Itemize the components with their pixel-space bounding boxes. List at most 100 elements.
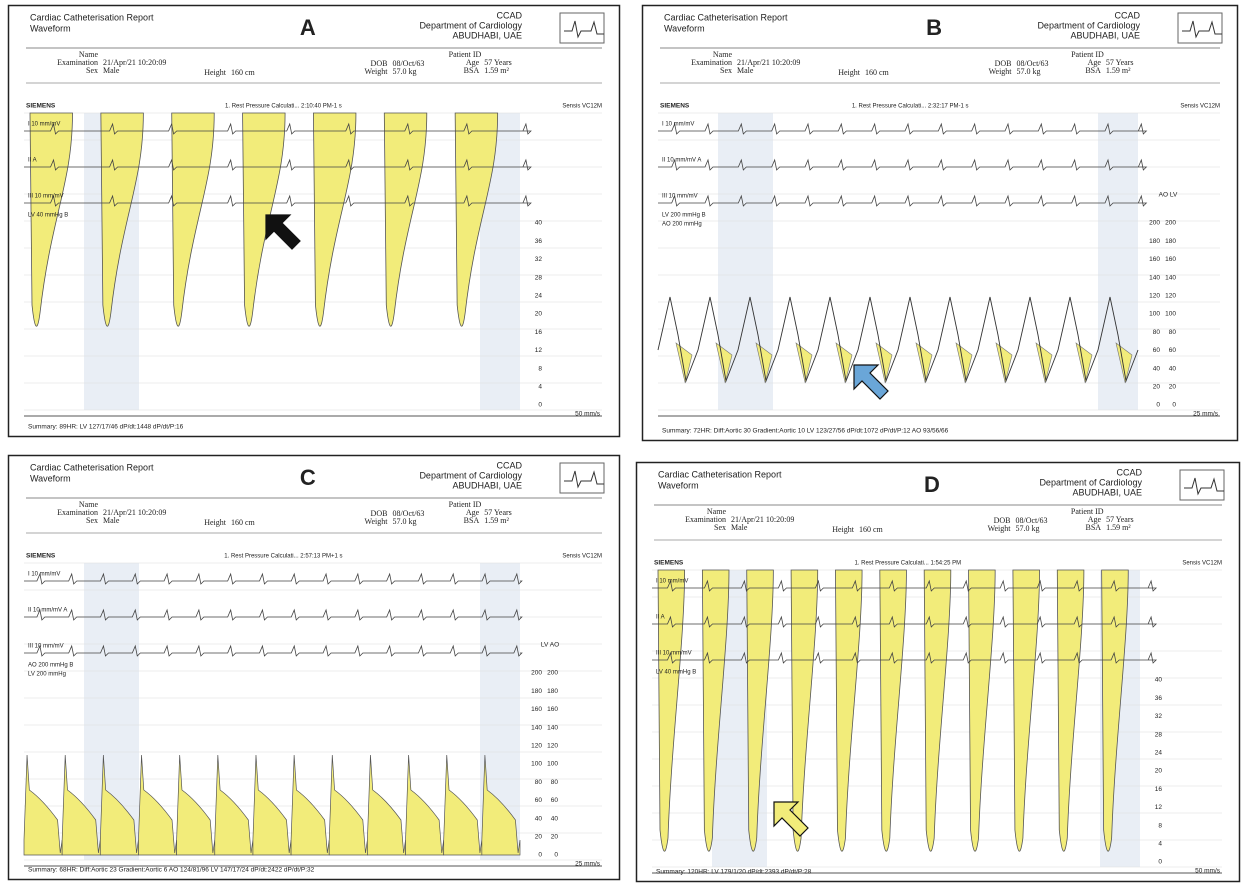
- patient-field: 160 cm: [865, 68, 890, 77]
- patient-field: Sex: [86, 66, 98, 75]
- patient-field: Male: [103, 66, 120, 75]
- scale-tick: 12: [1155, 804, 1163, 811]
- channel-label: I 10 mm/mV: [662, 122, 694, 128]
- report-panel: Cardiac Catheterisation ReportWaveformBC…: [643, 6, 1238, 441]
- figure: Cardiac Catheterisation ReportWaveformAC…: [0, 0, 1244, 886]
- organisation: ABUDHABI, UAE: [1070, 30, 1140, 40]
- scale-tick: 180: [1165, 238, 1176, 245]
- scale-tick: 140: [547, 724, 558, 731]
- channel-label: III 10 mm/mV: [662, 194, 698, 200]
- patient-field: Male: [103, 516, 120, 525]
- report-title: Cardiac Catheterisation Report: [658, 469, 782, 479]
- summary: Summary: 68HR: Diff:Aortic 23 Gradient:A…: [28, 867, 315, 874]
- speed: 50 mm/s: [1195, 868, 1221, 875]
- scale-tick: 0: [538, 402, 542, 409]
- patient-field: Sex: [720, 66, 732, 75]
- patient-field: 57.0 kg: [392, 517, 416, 526]
- scale-tick: 28: [1155, 731, 1163, 738]
- patient-field: 160 cm: [859, 525, 884, 534]
- channel-label: III 10 mm/mV: [28, 644, 64, 650]
- strip-caption: 1. Rest Pressure Calculati... 2:32:17 PM…: [852, 104, 969, 110]
- scale-tick: 12: [535, 347, 543, 354]
- patient-field: Height: [838, 68, 861, 77]
- scale-tick: 120: [547, 743, 558, 750]
- patient-field: 1.59 m²: [1106, 523, 1131, 532]
- patient-field: 57.0 kg: [1015, 524, 1039, 533]
- scale-tick: 40: [1169, 365, 1177, 372]
- organisation: CCAD: [1116, 467, 1142, 477]
- patient-field: BSA: [1086, 523, 1102, 532]
- patient-field: Height: [204, 68, 227, 77]
- patient-field: 57.0 kg: [1017, 67, 1041, 76]
- scale-tick: 200: [531, 670, 542, 677]
- channel-label: LV 40 mmHg B: [28, 213, 68, 219]
- patient-field: 1.59 m²: [484, 66, 509, 75]
- organisation: Department of Cardiology: [1037, 20, 1140, 30]
- system: Sensis VC12M: [562, 104, 602, 110]
- summary: Summary: 120HR: LV 179/1/20 dP/dt:2393 d…: [656, 869, 812, 876]
- channel-label: I 10 mm/mV: [28, 572, 60, 578]
- speed: 25 mm/s: [1193, 411, 1219, 418]
- scale-tick: 180: [1149, 238, 1160, 245]
- organisation: Department of Cardiology: [419, 470, 522, 480]
- scale-tick: 20: [535, 311, 543, 318]
- scale-tick: 40: [535, 220, 543, 227]
- channel-label: AO 200 mmHg B: [28, 663, 73, 669]
- scale-tick: 20: [1169, 384, 1177, 391]
- logo: [1178, 13, 1222, 43]
- logo: [1180, 470, 1224, 500]
- scale-tick: 120: [1149, 293, 1160, 300]
- scale-tick: 200: [1149, 220, 1160, 227]
- scale-tick: 60: [1169, 347, 1177, 354]
- organisation: ABUDHABI, UAE: [452, 480, 522, 490]
- panel-letter: D: [924, 472, 940, 497]
- report-subtitle: Waveform: [664, 23, 705, 33]
- scale-tick: 160: [531, 706, 542, 713]
- scale-tick: 80: [1169, 329, 1177, 336]
- scale-tick: 32: [535, 256, 543, 263]
- scale-tick: 160: [1165, 256, 1176, 263]
- patient-field: Weight: [365, 517, 389, 526]
- patient-field: BSA: [464, 516, 480, 525]
- patient-field: Sex: [86, 516, 98, 525]
- scale-tick: 60: [551, 797, 559, 804]
- patient-field: 57.0 kg: [392, 67, 416, 76]
- vendor: SIEMENS: [26, 553, 56, 560]
- scale-tick: 36: [535, 238, 543, 245]
- scale-tick: 20: [1153, 384, 1161, 391]
- scale-tick: 60: [535, 797, 543, 804]
- scale-tick: 180: [531, 688, 542, 695]
- channel-label: I 10 mm/mV: [656, 579, 688, 585]
- strip-caption: 1. Rest Pressure Calculati... 2:10:40 PM…: [225, 104, 342, 110]
- scale-tick: 80: [535, 779, 543, 786]
- channel-label: III 10 mm/mV: [656, 651, 692, 657]
- report-subtitle: Waveform: [658, 480, 699, 490]
- patient-field: Male: [731, 523, 748, 532]
- vendor: SIEMENS: [26, 103, 56, 110]
- patient-field: Weight: [988, 524, 1012, 533]
- scale-tick: 24: [1155, 750, 1163, 757]
- report-panel: Cardiac Catheterisation ReportWaveform D C…: [637, 463, 1240, 882]
- organisation: CCAD: [496, 10, 522, 20]
- speed: 25 mm/s: [575, 861, 601, 868]
- scale-tick: 40: [551, 815, 559, 822]
- scale-tick: 8: [538, 365, 542, 372]
- report-title: Cardiac Catheterisation Report: [30, 462, 154, 472]
- panel-letter: C: [300, 465, 316, 490]
- scale-tick: 16: [1155, 786, 1163, 793]
- scale-tick: 0: [538, 852, 542, 859]
- scale-tick: 160: [1149, 256, 1160, 263]
- report-title: Cardiac Catheterisation Report: [30, 12, 154, 22]
- system: Sensis VC12M: [1180, 104, 1220, 110]
- scale-tick: 100: [1149, 311, 1160, 318]
- patient-field: BSA: [1085, 66, 1101, 75]
- channel-label: I 10 mm/mV: [28, 122, 60, 128]
- organisation: CCAD: [496, 460, 522, 470]
- vendor: SIEMENS: [660, 103, 690, 110]
- channel-label: AO 200 mmHg: [662, 222, 702, 228]
- scale-tick: 20: [535, 834, 543, 841]
- scale-tick: 120: [531, 743, 542, 750]
- scale-header: LV AO: [541, 642, 559, 649]
- scale-tick: 40: [535, 815, 543, 822]
- logo: [560, 463, 604, 493]
